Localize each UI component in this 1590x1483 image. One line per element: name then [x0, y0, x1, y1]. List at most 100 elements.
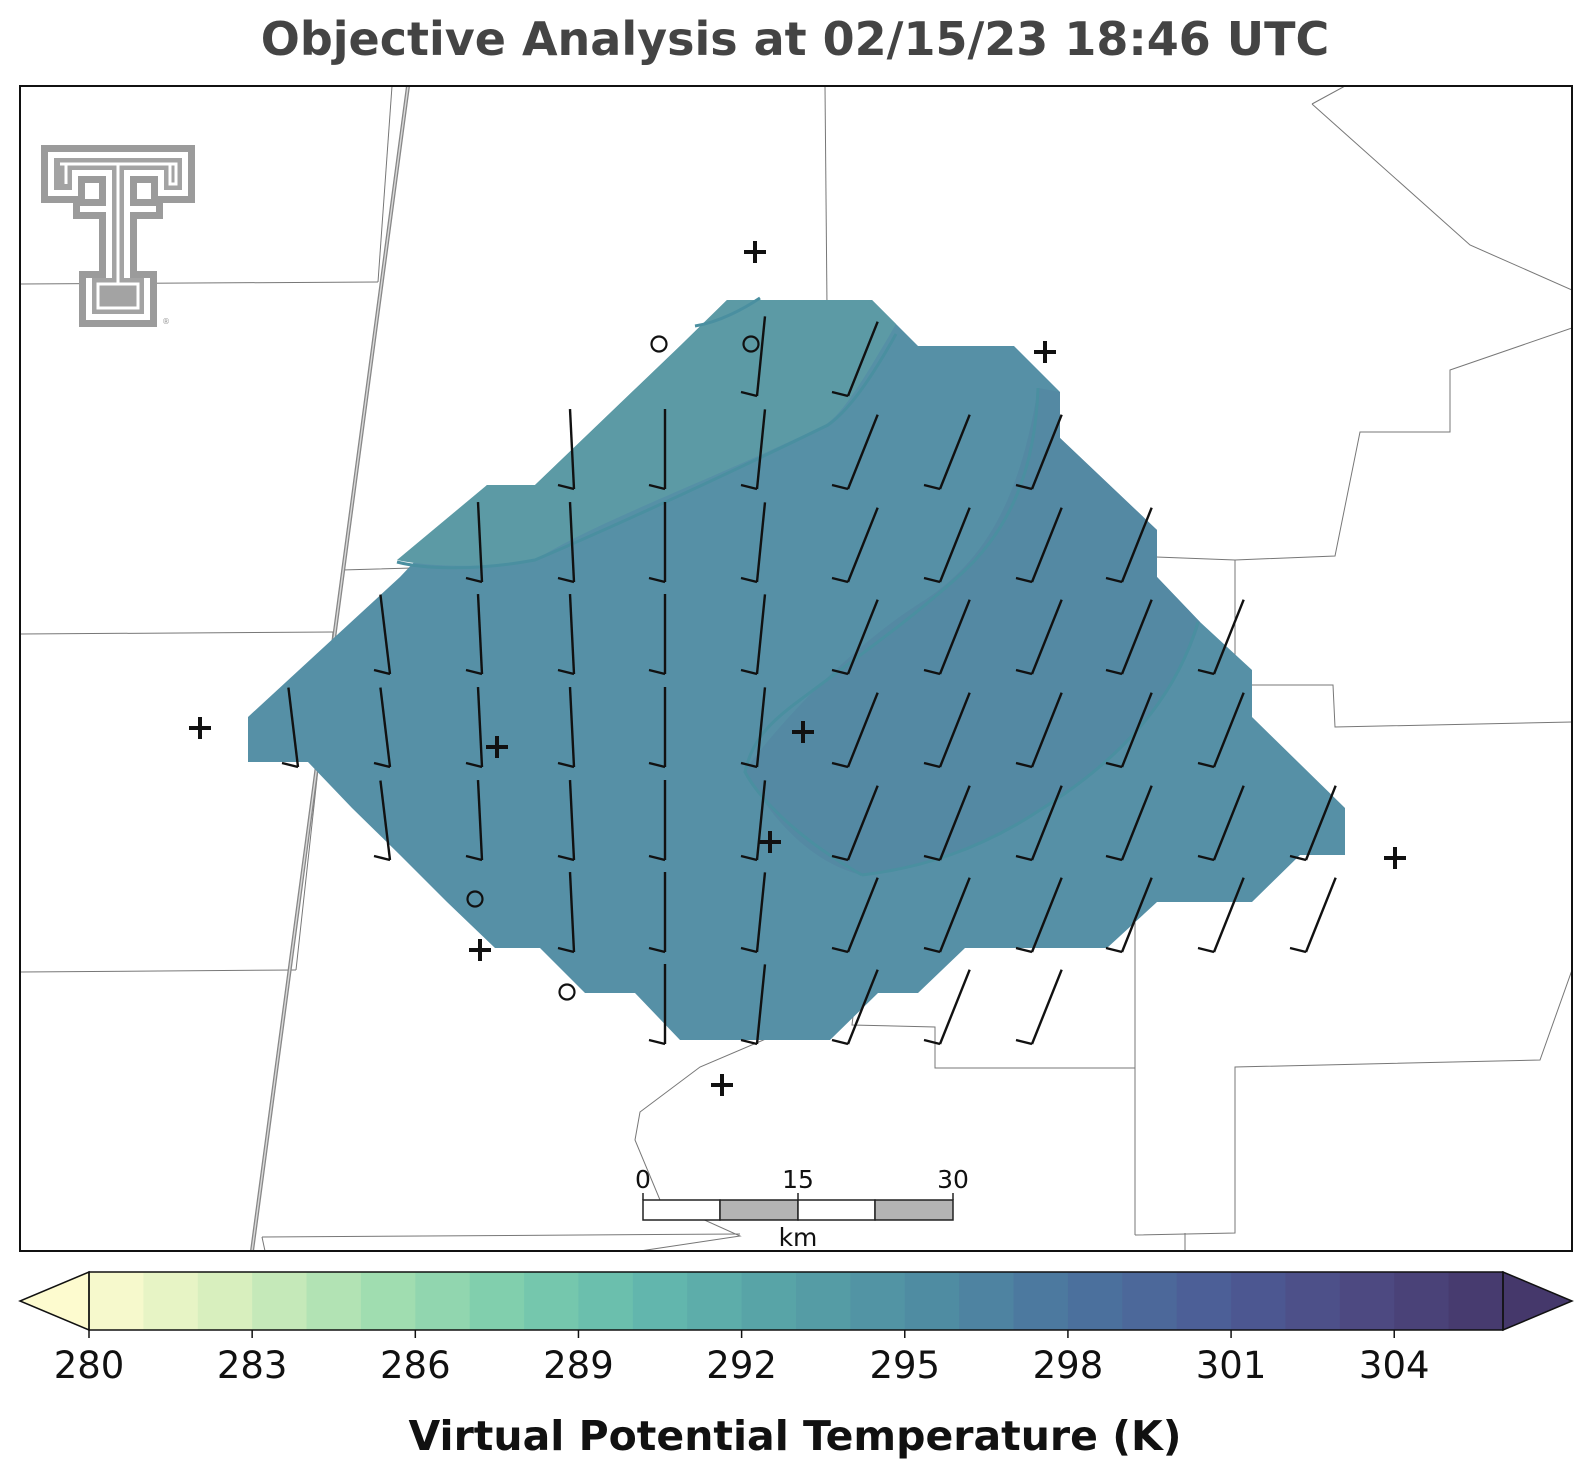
- colorbar-cell: [632, 1272, 688, 1330]
- wind-barb: [923, 507, 971, 584]
- colorbar-tick-label: 298: [1033, 1344, 1104, 1387]
- colorbar-cell: [1394, 1272, 1450, 1330]
- colorbar-cell: [469, 1272, 525, 1330]
- colorbar-cell: [1067, 1272, 1123, 1330]
- wind-barb: [923, 969, 971, 1046]
- map-title: Objective Analysis at 02/15/23 18:46 UTC: [260, 12, 1330, 66]
- plus-marker-icon: [744, 241, 766, 263]
- scale-label-30: 30: [937, 1165, 969, 1194]
- colorbar-cell: [1013, 1272, 1069, 1330]
- wind-barb: [1105, 507, 1153, 584]
- wind-barb: [648, 780, 667, 862]
- analysis-contours: [248, 296, 1345, 1040]
- wind-barb: [1105, 877, 1153, 954]
- wind-barb: [923, 692, 971, 769]
- colorbar-tick-label: 301: [1196, 1344, 1267, 1387]
- circle-marker-icon: [558, 983, 576, 1001]
- wind-barb: [373, 687, 392, 769]
- wind-barb: [648, 872, 667, 954]
- scale-label-15: 15: [782, 1165, 814, 1194]
- wind-barb: [648, 964, 667, 1046]
- wind-barb: [373, 594, 392, 676]
- wind-barb: [831, 414, 879, 491]
- wind-barb: [740, 316, 767, 398]
- circle-marker-icon: [650, 335, 668, 353]
- wind-barb: [281, 687, 300, 769]
- wind-barb: [923, 599, 971, 676]
- colorbar-tick-label: 289: [543, 1344, 614, 1387]
- colorbar-cell: [1339, 1272, 1395, 1330]
- wind-barb: [740, 502, 767, 584]
- contour-band-295: [397, 300, 896, 566]
- wind-barb: [831, 877, 879, 954]
- wind-barb: [831, 785, 879, 862]
- wind-barb: [831, 969, 879, 1046]
- colorbar-cell: [1122, 1272, 1178, 1330]
- circle-marker-icon: [742, 335, 760, 353]
- svg-text:®: ®: [162, 317, 170, 326]
- wind-barb: [1289, 785, 1337, 862]
- wind-barb: [740, 594, 767, 676]
- wind-barb: [1015, 969, 1063, 1046]
- wind-barb: [923, 785, 971, 862]
- wind-barb: [1015, 692, 1063, 769]
- scale-unit: km: [779, 1223, 818, 1252]
- plus-marker-icon: [189, 717, 211, 739]
- wind-barb: [557, 594, 576, 676]
- wind-barb: [1105, 599, 1153, 676]
- colorbar-cell: [904, 1272, 960, 1330]
- wind-barb: [740, 687, 767, 769]
- wind-barb: [557, 872, 576, 954]
- plus-marker-icon: [759, 831, 781, 853]
- wind-barb: [465, 594, 484, 676]
- colorbar-cell: [524, 1272, 580, 1330]
- plus-marker-icon: [469, 939, 491, 961]
- wind-barb: [740, 409, 767, 491]
- wind-barb: [557, 780, 576, 862]
- circle-marker-icon: [466, 890, 484, 908]
- wind-barb: [740, 780, 767, 862]
- colorbar-cell: [197, 1272, 253, 1330]
- wind-barb: [831, 507, 879, 584]
- wind-barb: [373, 780, 392, 862]
- colorbar-tick-label: 283: [217, 1344, 288, 1387]
- contour-lines: [396, 296, 1200, 877]
- wind-barb: [465, 780, 484, 862]
- colorbar-cell: [687, 1272, 743, 1330]
- station-markers: [189, 241, 1406, 1096]
- colorbar-cell: [1285, 1272, 1341, 1330]
- contour-band-297: [745, 388, 1200, 875]
- wind-barb: [740, 872, 767, 954]
- colorbar-tick-label: 295: [869, 1344, 940, 1387]
- colorbar-cell: [252, 1272, 308, 1330]
- wind-barb: [1015, 507, 1063, 584]
- colorbar-extend-high: [1502, 1270, 1574, 1332]
- scale-bar: 0 15 30 km: [635, 1165, 969, 1252]
- wind-barb: [1197, 692, 1245, 769]
- wind-barb: [648, 594, 667, 676]
- plus-marker-icon: [1384, 847, 1406, 869]
- map-area: 0 15 30 km ®: [20, 86, 1572, 1252]
- colorbar-cell: [850, 1272, 906, 1330]
- wind-barbs: [281, 316, 1337, 1046]
- colorbar-cell: [415, 1272, 471, 1330]
- plus-marker-icon: [486, 736, 508, 758]
- plus-marker-icon: [792, 721, 814, 743]
- scale-label-0: 0: [635, 1165, 651, 1194]
- wind-barb: [648, 502, 667, 584]
- wind-barb: [557, 502, 576, 584]
- wind-barb: [1197, 785, 1245, 862]
- colorbar-cell: [796, 1272, 851, 1330]
- wind-barb: [923, 877, 971, 954]
- wind-barb: [557, 687, 576, 769]
- wind-barb: [831, 321, 879, 398]
- colorbar: 280 283 286 289 292 295 298 301 304: [18, 1270, 1574, 1387]
- wind-barb: [831, 599, 879, 676]
- wind-barb: [1015, 599, 1063, 676]
- plus-marker-icon: [1034, 341, 1056, 363]
- wind-barb: [1015, 785, 1063, 862]
- wind-barb: [923, 414, 971, 491]
- wind-barb: [1015, 877, 1063, 954]
- colorbar-cell: [89, 1272, 144, 1330]
